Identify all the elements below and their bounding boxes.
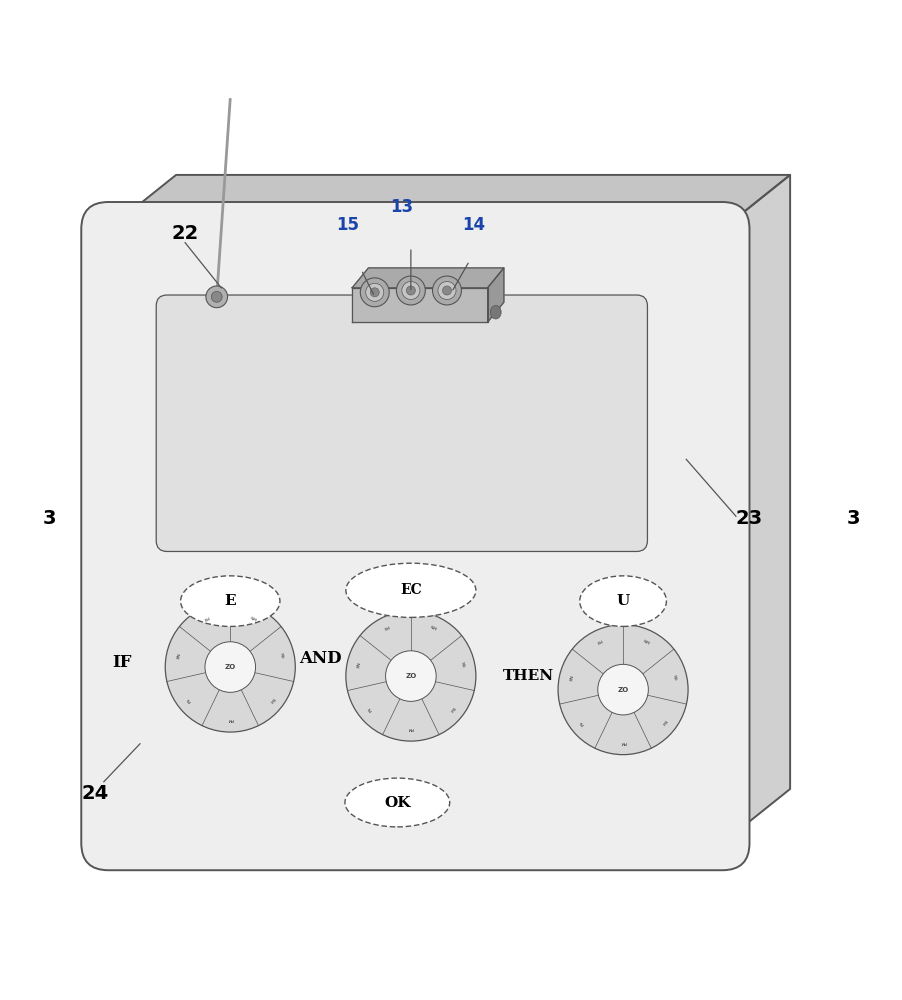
Text: 23: 23 [735,509,762,528]
Circle shape [396,276,425,305]
Circle shape [360,278,389,307]
Text: BN: BN [177,652,181,659]
Text: E: E [225,594,235,608]
Text: Bd: Bd [268,696,274,703]
Text: NM: NM [429,626,437,632]
FancyBboxPatch shape [156,295,647,551]
Text: PM: PM [619,740,626,744]
Polygon shape [352,268,503,288]
Circle shape [442,286,451,295]
Text: OK: OK [383,796,410,810]
Text: NS: NS [671,675,676,681]
Text: Bd: Bd [204,617,211,623]
Circle shape [406,286,415,295]
Circle shape [385,651,436,701]
Text: Bd: Bd [660,719,667,726]
Polygon shape [487,268,503,322]
Text: PM: PM [407,726,414,730]
Text: PS: PS [578,719,584,726]
Circle shape [401,281,419,300]
Text: NS: NS [279,652,283,659]
Polygon shape [352,288,487,322]
Text: NM: NM [641,639,649,646]
Text: PS: PS [366,705,373,712]
Text: U: U [616,594,629,608]
Text: BN: BN [357,661,362,668]
Circle shape [345,611,475,741]
Ellipse shape [490,305,501,319]
Circle shape [370,288,379,297]
Text: 14: 14 [462,216,485,234]
Circle shape [597,664,648,715]
Text: Bd: Bd [596,639,603,646]
Circle shape [165,602,295,732]
Ellipse shape [579,576,666,626]
Circle shape [557,625,687,755]
Text: 3: 3 [43,509,56,528]
Circle shape [205,642,255,692]
Text: Bd: Bd [448,705,455,712]
Text: 3: 3 [846,509,859,528]
Circle shape [211,291,222,302]
Circle shape [432,276,461,305]
Text: NS: NS [459,661,464,668]
Text: EC: EC [400,583,421,597]
Text: NM: NM [249,617,257,623]
Text: THEN: THEN [502,669,553,683]
Ellipse shape [345,563,475,617]
Text: AND: AND [299,650,342,667]
Text: 13: 13 [390,198,413,216]
Ellipse shape [345,778,449,827]
Text: IF: IF [112,654,132,671]
Circle shape [437,281,456,300]
Text: ZO: ZO [405,673,416,679]
Text: PS: PS [186,696,192,703]
Text: 24: 24 [81,784,108,803]
Text: BN: BN [569,674,574,681]
Polygon shape [108,175,789,229]
Text: Bd: Bd [384,626,391,632]
Polygon shape [722,175,789,843]
Text: 15: 15 [336,216,359,234]
Circle shape [206,286,227,308]
Text: 22: 22 [171,224,198,243]
Text: PM: PM [226,717,234,721]
Text: ZO: ZO [225,664,235,670]
FancyBboxPatch shape [81,202,749,870]
Circle shape [365,283,383,301]
Ellipse shape [180,576,280,626]
Text: ZO: ZO [617,687,628,693]
